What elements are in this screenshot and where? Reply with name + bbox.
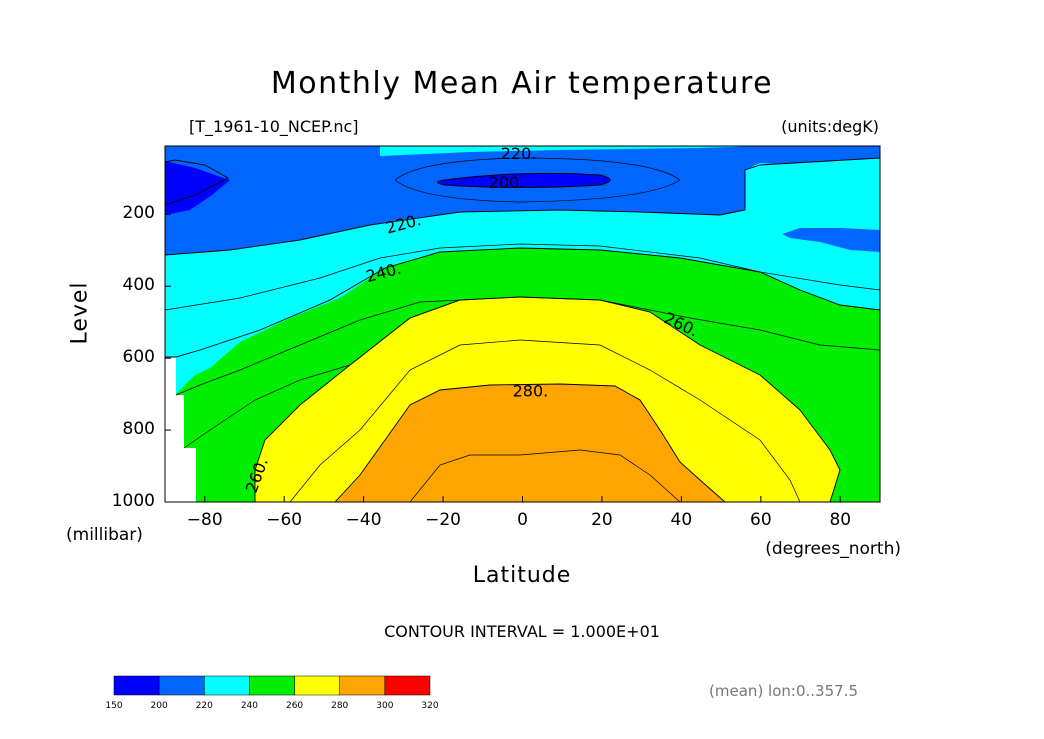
band-200-220 [165,146,880,255]
y-tick-label: 400 [122,275,155,296]
missing-region [165,357,196,502]
x-tick-label: −20 [425,510,461,530]
x-axis-units: (degrees_north) [765,539,901,559]
footer-note: (mean) lon:0..357.5 [709,682,858,700]
colorbar-swatch [249,675,295,696]
colorbar-tick-label: 150 [105,701,122,711]
colorbar: 150 200 220 240 260 280 300 320 [105,675,439,711]
colorbar-swatch [339,675,386,696]
band-280-300 [335,384,725,502]
y-axis-units: (millibar) [66,525,143,545]
band-right-cyan [745,163,880,235]
y-tick-label: 600 [122,347,155,368]
x-tick-label: 80 [829,510,852,530]
y-axis-label: Level [67,281,93,345]
contour-label-1: 200. [489,173,525,192]
x-axis-label: Latitude [472,563,572,588]
y-tick-label: 1000 [111,491,155,511]
colorbar-tick-label: 260 [286,701,303,711]
colorbar-swatch [113,675,160,696]
colorbar-tick-label: 280 [331,701,348,711]
band-right-blue [782,228,880,252]
colorbar-swatch [204,675,250,696]
colorbar-swatch [158,675,205,696]
band-150-200-left [165,161,230,215]
colorbar-tick-label: 320 [421,701,438,711]
x-tick-label: −40 [345,510,382,530]
chart-title: Monthly Mean Air temperature [270,66,774,101]
colorbar-tick-label: 300 [376,701,393,711]
colorbar-tick-label: 200 [151,701,168,711]
colorbar-tick-label: 240 [241,701,258,711]
x-tick-label: −60 [266,510,303,530]
band-150-200-core [437,172,611,188]
x-tick-label: −80 [186,510,223,530]
colorbar-tick-label: 220 [196,701,213,711]
y-tick-label: 200 [122,203,155,224]
contour-label-0: 220. [501,144,537,163]
y-tick-label: 800 [122,419,155,440]
contour-interval-note: CONTOUR INTERVAL = 1.000E+01 [384,622,660,641]
contour-label-5: 280. [513,382,549,401]
x-tick-label: 40 [670,510,693,530]
band-top-strip [380,146,760,156]
colorbar-swatch [294,675,340,696]
colorbar-swatch [384,675,431,696]
dataset-filename: [T_1961-10_NCEP.nc] [189,117,359,136]
x-tick-label: 0 [517,510,528,530]
x-tick-label: 60 [750,510,772,530]
x-tick-label: 20 [591,510,613,530]
units-label: (units:degK) [781,117,879,136]
